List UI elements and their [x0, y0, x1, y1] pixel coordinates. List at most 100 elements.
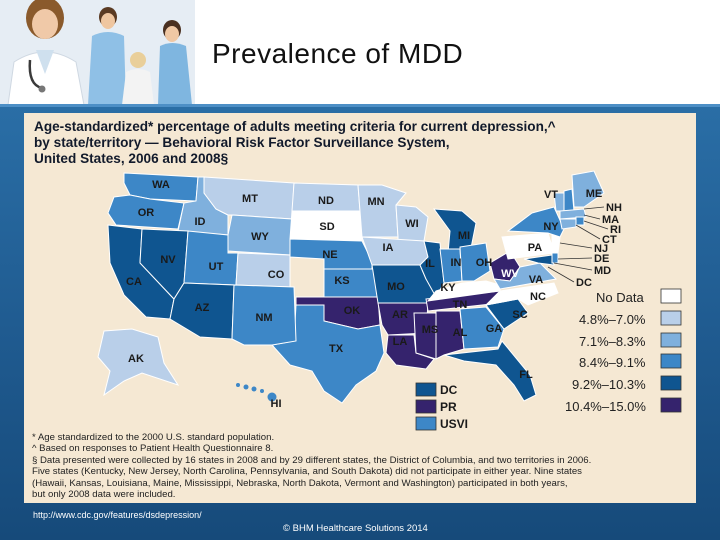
- state-NC: [484, 282, 559, 306]
- label-OR: OR: [138, 207, 155, 219]
- state-WA: [123, 172, 199, 202]
- label-NE: NE: [322, 249, 337, 261]
- label-DC: DC: [576, 277, 592, 289]
- label-AL: AL: [453, 327, 468, 339]
- label-TN: TN: [453, 299, 468, 311]
- state-MD: [523, 254, 555, 266]
- territory-swatch-usvi: [415, 416, 437, 431]
- label-ID: ID: [195, 216, 206, 228]
- label-TX: TX: [329, 343, 344, 355]
- state-TX: [271, 304, 385, 404]
- map-title-line-2: by state/territory — Behavioral Risk Fac…: [34, 135, 450, 150]
- label-FL: FL: [519, 369, 533, 381]
- footnote-6: but only 2008 data were included.: [32, 489, 176, 501]
- footnotes: * Age standardized to the 2000 U.S. stan…: [32, 432, 692, 500]
- territory-legend: [415, 382, 437, 431]
- label-WA: WA: [152, 179, 170, 191]
- legend-swatch-4-8-7-0: [660, 310, 682, 326]
- label-ND: ND: [318, 195, 334, 207]
- territory-label-usvi: USVI: [440, 417, 468, 431]
- state-OH: [459, 242, 491, 282]
- label-HI: HI: [271, 398, 282, 410]
- footnote-2: ^ Based on responses to Patient Health Q…: [32, 443, 274, 455]
- label-MN: MN: [367, 196, 384, 208]
- map-title-line-3: United States, 2006 and 2008§: [34, 151, 229, 166]
- legend-swatch-no-data: [660, 288, 682, 304]
- state-NH: [563, 188, 575, 212]
- label-AR: AR: [392, 309, 408, 321]
- legend-label-9-2-10-3: 9.2%–10.3%: [572, 377, 646, 392]
- label-NC: NC: [530, 291, 546, 303]
- slide-title: Prevalence of MDD: [212, 38, 464, 69]
- map-figure: Age-standardized* percentage of adults m…: [24, 113, 696, 503]
- label-MD: MD: [594, 265, 611, 277]
- label-AZ: AZ: [195, 302, 210, 314]
- us-choropleth-map: WA OR ID MT WY ND SD NE KS OK TX CA NV U…: [97, 170, 682, 431]
- map-title: Age-standardized* percentage of adults m…: [34, 119, 694, 167]
- label-VA: VA: [529, 274, 544, 286]
- label-OH: OH: [476, 257, 493, 269]
- state-NJ: [551, 234, 561, 254]
- label-AK: AK: [128, 353, 144, 365]
- label-CT: CT: [602, 234, 617, 246]
- label-GA: GA: [486, 323, 503, 335]
- legend-label-8-4-9-1: 8.4%–9.1%: [579, 355, 646, 370]
- map-title-line-1: Age-standardized* percentage of adults m…: [34, 119, 556, 134]
- label-SD: SD: [319, 221, 334, 233]
- copyright-notice: © BHM Healthcare Solutions 2014: [283, 523, 428, 534]
- state-WY: [227, 214, 293, 256]
- legend-swatch-7-1-8-3: [660, 332, 682, 348]
- label-OK: OK: [344, 305, 361, 317]
- label-MS: MS: [422, 324, 439, 336]
- label-DE: DE: [594, 253, 609, 265]
- state-CT: [559, 218, 577, 230]
- state-HI: [236, 383, 277, 402]
- label-ME: ME: [586, 188, 603, 200]
- label-CA: CA: [126, 276, 142, 288]
- legend-swatch-9-2-10-3: [660, 375, 682, 391]
- label-PA: PA: [528, 242, 543, 254]
- label-IL: IL: [425, 258, 435, 270]
- legend-label-10-4-15-0: 10.4%–15.0%: [565, 399, 646, 414]
- territory-swatch-dc: [415, 382, 437, 397]
- footnote-3: § Data presented were collected by 16 st…: [32, 454, 592, 466]
- label-KS: KS: [334, 275, 349, 287]
- label-KY: KY: [440, 282, 456, 294]
- footnote-1: * Age standardized to the 2000 U.S. stan…: [32, 432, 275, 443]
- label-NJ: NJ: [594, 243, 608, 255]
- label-VT: VT: [544, 189, 558, 201]
- band-top-line: [0, 104, 720, 107]
- label-CO: CO: [268, 269, 285, 281]
- label-MT: MT: [242, 193, 258, 205]
- label-NV: NV: [160, 254, 176, 266]
- legend-swatches: [660, 288, 682, 413]
- state-DE: [551, 252, 559, 264]
- state-MS: [413, 312, 437, 360]
- territory-swatch-pr: [415, 399, 437, 414]
- state-NM: [231, 284, 297, 346]
- territory-label-dc: DC: [440, 383, 458, 397]
- label-LA: LA: [393, 336, 408, 348]
- label-MI: MI: [458, 230, 470, 242]
- legend-label-7-1-8-3: 7.1%–8.3%: [579, 334, 646, 349]
- label-IA: IA: [383, 242, 394, 254]
- label-SC: SC: [512, 309, 527, 321]
- label-MA: MA: [602, 214, 619, 226]
- label-WI: WI: [405, 218, 418, 230]
- source-url[interactable]: http://www.cdc.gov/features/dsdepression…: [33, 510, 202, 520]
- label-NH: NH: [606, 202, 622, 214]
- label-IN: IN: [451, 257, 462, 269]
- legend-label-4-8-7-0: 4.8%–7.0%: [579, 312, 646, 327]
- slide-header: Prevalence of MDD: [0, 0, 720, 105]
- state-AK: [97, 328, 180, 397]
- label-NY: NY: [543, 221, 559, 233]
- legend-swatch-10-4-15-0: [660, 397, 682, 413]
- label-WY: WY: [251, 231, 269, 243]
- healthcare-staff-illustration: [0, 0, 195, 105]
- state-IA: [361, 236, 429, 266]
- footnote-4: Five states (Kentucky, New Jersey, North…: [32, 466, 582, 478]
- label-MO: MO: [387, 281, 405, 293]
- footnote-5: (Hawaii, Kansas, Louisiana, Maine, Missi…: [32, 477, 568, 489]
- state-ME: [571, 170, 605, 208]
- state-LA: [385, 334, 435, 370]
